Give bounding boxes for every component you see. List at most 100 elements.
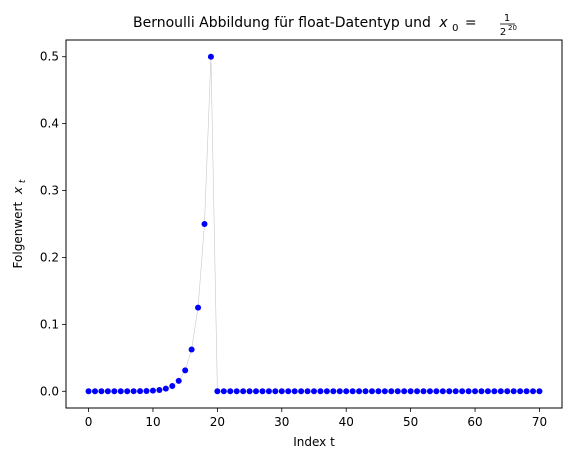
data-point bbox=[220, 388, 227, 395]
data-point bbox=[465, 388, 472, 395]
data-point bbox=[246, 388, 253, 395]
data-point bbox=[433, 388, 440, 395]
chart-title: Bernoulli Abbildung für float-Datentyp u… bbox=[133, 15, 477, 35]
data-point bbox=[214, 388, 221, 395]
title-fraction-base: 2 bbox=[500, 27, 506, 38]
y-tick-label: 0.2 bbox=[40, 250, 59, 264]
data-point bbox=[156, 386, 163, 393]
plot-frame bbox=[65, 39, 563, 409]
data-point bbox=[162, 385, 169, 392]
title-math-eq: = bbox=[465, 15, 477, 31]
data-point bbox=[401, 388, 408, 395]
data-point bbox=[137, 388, 144, 395]
data-point bbox=[143, 387, 150, 394]
x-tick-label: 60 bbox=[467, 415, 482, 429]
y-axis-ticks: 0.0 0.1 0.2 0.3 0.4 0.5 bbox=[40, 50, 66, 398]
chart-title-text: Bernoulli Abbildung für float-Datentyp u… bbox=[133, 15, 431, 31]
data-point bbox=[336, 388, 343, 395]
data-point bbox=[394, 388, 401, 395]
data-point bbox=[124, 388, 131, 395]
y-axis-label-var: x bbox=[11, 186, 25, 195]
data-point bbox=[278, 388, 285, 395]
data-point bbox=[414, 388, 421, 395]
y-axis-label-sub: t bbox=[18, 179, 28, 183]
y-tick-label: 0.1 bbox=[40, 317, 59, 331]
data-point bbox=[98, 388, 105, 395]
data-point bbox=[452, 388, 459, 395]
data-point bbox=[149, 387, 156, 394]
x-axis-label: Index t bbox=[293, 435, 335, 449]
title-math-sub: 0 bbox=[452, 23, 458, 34]
x-tick-label: 50 bbox=[403, 415, 418, 429]
data-point bbox=[111, 388, 118, 395]
data-point bbox=[530, 388, 537, 395]
data-point bbox=[407, 388, 414, 395]
data-point bbox=[491, 388, 498, 395]
data-point bbox=[169, 383, 176, 390]
data-point bbox=[484, 388, 491, 395]
x-tick-label: 40 bbox=[339, 415, 354, 429]
y-tick-label: 0.5 bbox=[40, 50, 59, 64]
x-tick-label: 10 bbox=[145, 415, 160, 429]
data-point bbox=[446, 388, 453, 395]
data-point bbox=[117, 388, 124, 395]
data-point bbox=[472, 388, 479, 395]
y-axis-label-text: Folgenwert bbox=[11, 202, 25, 269]
data-point bbox=[240, 388, 247, 395]
data-point bbox=[175, 377, 182, 384]
data-point bbox=[459, 388, 466, 395]
y-tick-label: 0.4 bbox=[40, 117, 59, 131]
x-axis-ticks: 0 10 20 30 40 50 60 70 bbox=[85, 408, 547, 429]
data-point bbox=[304, 388, 311, 395]
data-point bbox=[375, 388, 382, 395]
data-point bbox=[439, 388, 446, 395]
data-point bbox=[285, 388, 292, 395]
data-point bbox=[349, 388, 356, 395]
data-point bbox=[253, 388, 260, 395]
data-point bbox=[523, 388, 530, 395]
data-point bbox=[188, 346, 195, 353]
title-fraction-numerator: 1 bbox=[504, 13, 510, 24]
data-point bbox=[510, 388, 517, 395]
data-point bbox=[233, 388, 240, 395]
data-point bbox=[259, 388, 266, 395]
x-tick-label: 70 bbox=[532, 415, 547, 429]
data-point bbox=[272, 388, 279, 395]
data-point bbox=[85, 388, 92, 395]
x-tick-label: 20 bbox=[210, 415, 225, 429]
x-tick-label: 0 bbox=[85, 415, 93, 429]
data-point bbox=[356, 388, 363, 395]
data-point bbox=[182, 367, 189, 374]
data-point bbox=[517, 388, 524, 395]
data-point bbox=[497, 388, 504, 395]
data-point bbox=[195, 304, 202, 311]
data-point bbox=[323, 388, 330, 395]
data-point bbox=[207, 53, 214, 60]
title-fraction: 1 2 20 bbox=[500, 13, 517, 38]
data-point bbox=[478, 388, 485, 395]
data-point bbox=[311, 388, 317, 395]
title-fraction-exponent: 20 bbox=[508, 24, 517, 32]
data-point bbox=[291, 388, 298, 395]
x-tick-label: 30 bbox=[274, 415, 289, 429]
y-tick-label: 0.0 bbox=[40, 384, 59, 398]
y-tick-label: 0.3 bbox=[40, 184, 59, 198]
data-point bbox=[317, 388, 324, 395]
data-point bbox=[381, 388, 388, 395]
y-axis-label: Folgenwert x t bbox=[11, 179, 28, 268]
data-point bbox=[265, 388, 272, 395]
data-point bbox=[420, 388, 427, 395]
data-point bbox=[388, 388, 395, 395]
data-point bbox=[201, 221, 208, 227]
data-point bbox=[298, 388, 305, 395]
data-point bbox=[504, 388, 511, 395]
data-point bbox=[343, 388, 350, 395]
data-point bbox=[426, 388, 433, 395]
data-point bbox=[91, 388, 98, 395]
data-point bbox=[368, 388, 375, 395]
title-math-var: x bbox=[438, 15, 448, 31]
data-point bbox=[227, 388, 234, 395]
data-point bbox=[330, 388, 337, 395]
